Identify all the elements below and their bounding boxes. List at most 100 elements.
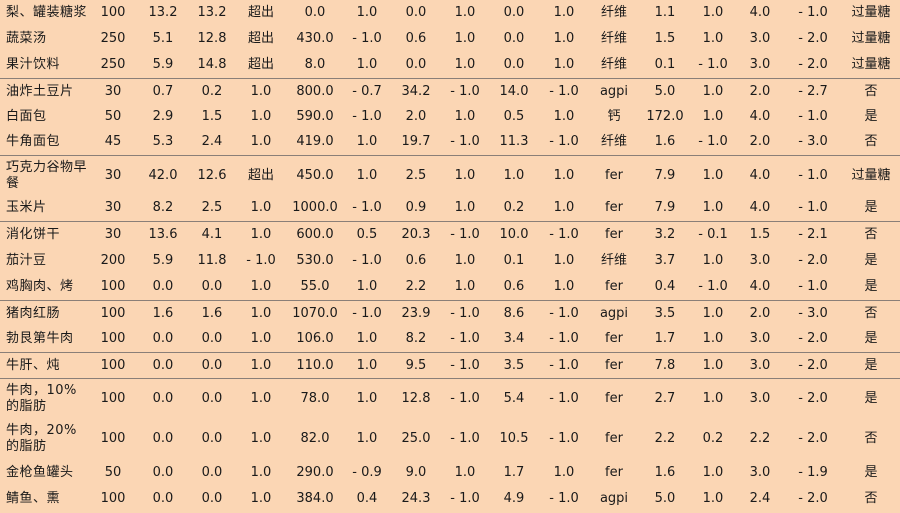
table-cell: - 1.0 bbox=[549, 331, 579, 347]
table-cell: 过量糖 bbox=[851, 5, 891, 21]
table-cell: - 1.0 bbox=[352, 253, 382, 269]
table-row: 金枪鱼罐头 50 0.0 0.0 1.0 290.0 - 0.9 9.0 1.0 1.7 1.0 fe… bbox=[0, 460, 900, 486]
table-cell: 8.2 bbox=[405, 331, 427, 347]
table-cell: 1.0 bbox=[454, 31, 476, 47]
table-cell: 0.0 bbox=[201, 278, 223, 294]
table-cell: 0.0 bbox=[405, 57, 427, 73]
table-cell: 1.7 bbox=[654, 331, 676, 347]
table-cell: 1.0 bbox=[344, 378, 390, 420]
table-cell: 0.4 bbox=[654, 278, 676, 294]
table-cell: 4.0 bbox=[736, 154, 784, 196]
table-cell: 3.4 bbox=[503, 331, 525, 347]
table-cell: 1000.0 bbox=[292, 200, 338, 216]
table-cell: 8.6 bbox=[488, 299, 540, 327]
table-cell: - 2.0 bbox=[798, 253, 828, 269]
table-cell: 1.0 bbox=[702, 253, 724, 269]
table-cell: 3.5 bbox=[488, 352, 540, 379]
food-name-cell: 巧克力谷物早餐 bbox=[0, 154, 88, 196]
table-cell: 1.0 bbox=[553, 278, 575, 294]
table-cell: 1.1 bbox=[654, 5, 676, 21]
table-row: 牛肉，20%的脂肪 100 0.0 0.0 1.0 82.0 1.0 25.0 - 1.0 10.… bbox=[0, 419, 900, 459]
table-cell: 42.0 bbox=[138, 154, 188, 196]
table-cell: 12.8 bbox=[197, 31, 227, 47]
table-cell: 0.0 bbox=[304, 5, 326, 21]
table-cell: 2.0 bbox=[749, 133, 771, 149]
table-row: 猪肉红肠 100 1.6 1.6 1.0 1070.0- 1.0 23.9- 1.0 8.6-… bbox=[0, 299, 900, 327]
table-cell: 是 bbox=[842, 378, 900, 420]
table-row: 玉米片 30 8.2 2.5 1.0 1000.0 - 1.0 0.9 1.0 0.2 1.0 fer… bbox=[0, 196, 900, 222]
table-cell: 800.0 bbox=[286, 78, 344, 105]
table-cell: 3.0 bbox=[749, 57, 771, 73]
table-cell: 11.3 bbox=[499, 133, 529, 149]
table-cell: 3.0 bbox=[736, 352, 784, 379]
table-cell: 5.4 bbox=[488, 378, 540, 420]
table-cell: 1.5 bbox=[654, 31, 676, 47]
table-cell: 否 bbox=[864, 431, 878, 447]
table-cell: - 1.0 bbox=[798, 278, 828, 294]
table-cell: 1.5 bbox=[736, 221, 784, 248]
table-cell: 1.0 bbox=[356, 57, 378, 73]
table-cell: 530.0 bbox=[296, 253, 334, 269]
table-cell: 1.0 bbox=[702, 200, 724, 216]
table-cell: 4.0 bbox=[749, 108, 771, 124]
table-cell: 8.0 bbox=[304, 57, 326, 73]
table-cell: 过量糖 bbox=[842, 154, 900, 196]
table-cell: 超出 bbox=[247, 5, 274, 21]
table-cell: 否 bbox=[842, 78, 900, 105]
table-cell: 1.0 bbox=[540, 154, 588, 196]
table-cell: 1.0 bbox=[553, 253, 575, 269]
food-name-cell: 果汁饮料 bbox=[6, 57, 61, 73]
table-cell: 0.0 bbox=[152, 278, 174, 294]
table-cell: 100 bbox=[100, 331, 126, 347]
table-cell: 19.7 bbox=[401, 133, 431, 149]
table-cell: 1.0 bbox=[356, 431, 378, 447]
food-name-cell: 金枪鱼罐头 bbox=[6, 464, 74, 480]
table-row: 茄汁豆 200 5.9 11.8 - 1.0 530.0 - 1.0 0.6 1.0 0.1 1.0… bbox=[0, 248, 900, 274]
table-cell: 纤维 bbox=[600, 253, 627, 269]
table-cell: 1.6 bbox=[654, 464, 676, 480]
table-cell: 600.0 bbox=[286, 221, 344, 248]
table-cell: 2.0 bbox=[405, 108, 427, 124]
table-cell: 1.7 bbox=[503, 464, 525, 480]
table-cell: 3.7 bbox=[654, 253, 676, 269]
table-cell: 1.0 bbox=[250, 133, 272, 149]
table-cell: 0.0 bbox=[503, 57, 525, 73]
table-cell: 100 bbox=[100, 431, 126, 447]
table-cell: 5.0 bbox=[640, 78, 690, 105]
table-cell: 1.0 bbox=[454, 5, 476, 21]
table-cell: 0.6 bbox=[405, 31, 427, 47]
table-cell: - 1.0 bbox=[540, 221, 588, 248]
table-cell: 30 bbox=[88, 154, 138, 196]
table-cell: 1.0 bbox=[702, 331, 724, 347]
table-cell: 1.0 bbox=[344, 154, 390, 196]
table-cell: 1070.0 bbox=[286, 299, 344, 327]
table-cell: 1.0 bbox=[250, 108, 272, 124]
table-row: 果汁饮料 250 5.9 14.8 超出 8.0 1.0 0.0 1.0 0.0 1.0 纤维 0.1 -… bbox=[0, 52, 900, 78]
food-name-cell: 牛肝、炖 bbox=[0, 352, 88, 379]
table-cell: 是 bbox=[864, 331, 878, 347]
table-cell: 1.0 bbox=[690, 378, 736, 420]
table-cell: 1.0 bbox=[236, 221, 286, 248]
table-cell: 250 bbox=[100, 57, 126, 73]
table-cell: 590.0 bbox=[296, 108, 334, 124]
table-cell: 0.0 bbox=[138, 352, 188, 379]
table-cell: 50 bbox=[104, 464, 122, 480]
food-name-cell: 梨、罐装糖浆 bbox=[6, 5, 88, 21]
table-cell: 2.9 bbox=[152, 108, 174, 124]
table-cell: fer bbox=[605, 464, 623, 480]
table-cell: 1.0 bbox=[454, 57, 476, 73]
table-cell: 0.2 bbox=[503, 200, 525, 216]
table-cell: 过量糖 bbox=[851, 57, 891, 73]
table-cell: 5.3 bbox=[152, 133, 174, 149]
table-cell: 1.0 bbox=[690, 78, 736, 105]
table-cell: 1.0 bbox=[690, 299, 736, 327]
table-cell: - 0.7 bbox=[344, 78, 390, 105]
table-cell: 4.0 bbox=[749, 200, 771, 216]
table-cell: 25.0 bbox=[401, 431, 431, 447]
table-cell: 1.0 bbox=[454, 108, 476, 124]
table-cell: 106.0 bbox=[296, 331, 334, 347]
table-cell: 2.5 bbox=[201, 200, 223, 216]
table-cell: 24.3 bbox=[401, 491, 431, 507]
food-name-cell: 玉米片 bbox=[6, 200, 47, 216]
table-cell: - 1.0 bbox=[442, 299, 488, 327]
